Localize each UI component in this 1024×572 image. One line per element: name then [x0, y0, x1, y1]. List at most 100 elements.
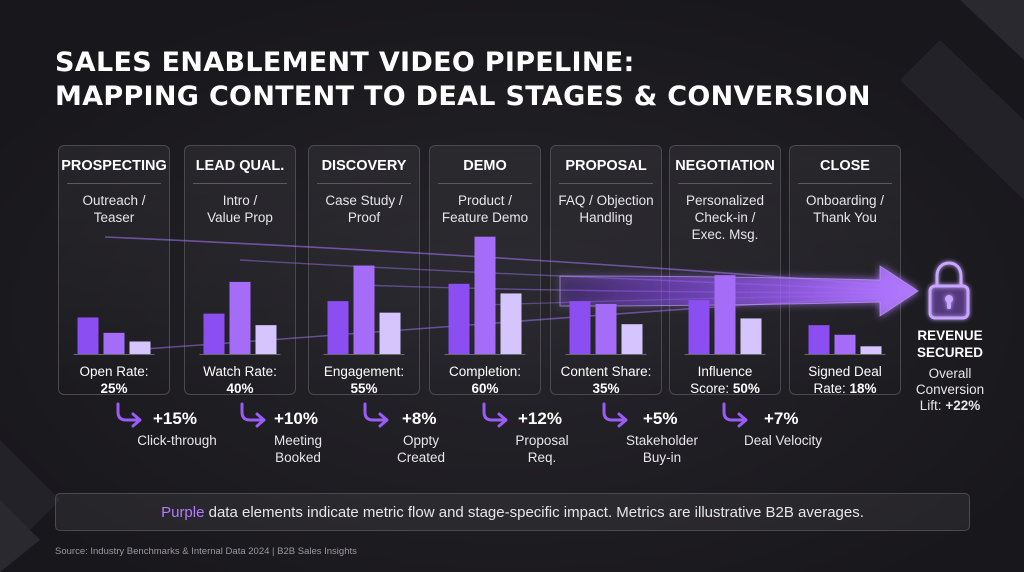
stage-divider	[317, 183, 411, 184]
stage-title: DISCOVERY	[321, 158, 407, 174]
title-line-2: MAPPING CONTENT TO DEAL STAGES & CONVERS…	[55, 81, 871, 112]
bar-prospecting-2	[103, 332, 125, 354]
lift-arrow-head-icon	[255, 412, 266, 428]
page-title: SALES ENABLEMENT VIDEO PIPELINE: MAPPING…	[55, 46, 871, 114]
bar-lead-qual--2	[229, 281, 251, 354]
lock-icon	[926, 260, 972, 327]
bar-negotiation-2	[714, 275, 736, 354]
stage-divider	[678, 183, 772, 184]
lift-value: +15%	[153, 409, 197, 428]
lift-arrow-icon	[602, 402, 626, 422]
stage-title: CLOSE	[820, 158, 870, 174]
lift-arrow-icon	[482, 402, 506, 422]
bar-demo-3	[500, 293, 522, 354]
metric-label: Content Share:	[560, 364, 652, 379]
stage-divider	[67, 183, 161, 184]
lift-label: Deal Velocity	[743, 433, 823, 448]
lift-label: Oppty Created	[396, 433, 446, 465]
metric-value: 25%	[100, 381, 128, 396]
metric-value: 35%	[592, 381, 620, 396]
metric-label: Signed Deal Rate:	[808, 364, 882, 396]
title-line-1: SALES ENABLEMENT VIDEO PIPELINE:	[55, 47, 635, 78]
stage-content-type: Personalized Check-in / Exec. Msg.	[685, 193, 765, 242]
lift-value: +7%	[764, 409, 799, 428]
stage-content-type: FAQ / Objection Handling	[558, 193, 654, 225]
bar-discovery-3	[379, 312, 401, 354]
bar-demo-1	[448, 283, 470, 354]
stage-divider	[438, 183, 532, 184]
stage-title: LEAD QUAL.	[195, 158, 285, 174]
bar-proposal-1	[569, 301, 591, 354]
lift-arrow-icon	[116, 402, 140, 422]
stage-panel-prospecting: PROSPECTING Outreach / Teaser	[58, 145, 170, 395]
stage-title: PROPOSAL	[565, 158, 647, 174]
lift-arrow-head-icon	[737, 412, 748, 428]
stage-metric: Signed Deal Rate: 18%	[789, 363, 901, 397]
metric-label: Engagement:	[323, 364, 405, 379]
metric-label: Open Rate:	[79, 364, 149, 379]
metric-label: Influence Score:	[690, 364, 753, 396]
stage-content-type: Onboarding / Thank You	[805, 193, 885, 225]
revenue-lift: Overall Conversion Lift: +22%	[900, 366, 1000, 414]
lift-arrow-head-icon	[617, 412, 628, 428]
footer-accent-word: Purple	[161, 504, 205, 521]
bar-negotiation-3	[740, 318, 762, 354]
stage-bars	[77, 236, 882, 354]
metric-label: Watch Rate:	[203, 364, 277, 379]
stage-metric: Completion: 60%	[429, 363, 541, 397]
stage-content-type: Product / Feature Demo	[441, 193, 529, 225]
lift-arrow-icon	[722, 402, 746, 422]
metric-value: 55%	[350, 381, 378, 396]
metric-label: Completion:	[448, 364, 522, 379]
source-note: Source: Industry Benchmarks & Internal D…	[55, 546, 357, 557]
lift-label: Stakeholder Buy-in	[625, 433, 699, 465]
bar-proposal-3	[621, 324, 643, 354]
stage-content-type: Case Study / Proof	[325, 193, 403, 225]
stage-title: NEGOTIATION	[675, 158, 775, 174]
stage-title: DEMO	[463, 158, 507, 174]
lift-value: +5%	[643, 409, 678, 428]
bar-discovery-1	[327, 301, 349, 354]
stage-divider	[559, 183, 653, 184]
bar-prospecting-3	[129, 341, 151, 354]
bar-proposal-2	[595, 304, 617, 354]
stage-metric: Influence Score: 50%	[669, 363, 781, 397]
lift-arrow-head-icon	[378, 412, 389, 428]
lift-value: +12%	[518, 409, 562, 428]
revenue-lift-value: +22%	[945, 398, 981, 413]
bar-lead-qual--1	[203, 313, 225, 354]
bar-prospecting-1	[77, 317, 99, 354]
revenue-title: REVENUE SECURED	[916, 328, 983, 360]
stage-metric: Watch Rate: 40%	[184, 363, 296, 397]
stage-title: PROSPECTING	[61, 158, 167, 174]
stage-metric: Engagement: 55%	[308, 363, 420, 397]
lift-value: +8%	[402, 409, 437, 428]
metric-value: 40%	[226, 381, 254, 396]
bar-negotiation-1	[688, 300, 710, 354]
lift-label: Proposal Req.	[515, 433, 569, 465]
bar-lead-qual--3	[255, 325, 277, 354]
footer-text: data elements indicate metric flow and s…	[204, 504, 864, 521]
stage-content-type: Outreach / Teaser	[82, 193, 146, 225]
metric-value: 50%	[732, 381, 760, 396]
stage-metric: Content Share: 35%	[550, 363, 662, 397]
footer-note: Purple data elements indicate metric flo…	[55, 493, 970, 531]
revenue-lift-label: Overall Conversion Lift:	[915, 366, 985, 413]
metric-value: 60%	[471, 381, 499, 396]
bar-discovery-2	[353, 265, 375, 354]
stage-content-type: Intro / Value Prop	[207, 193, 273, 225]
stage-metric: Open Rate: 25%	[58, 363, 170, 397]
lift-arrow-head-icon	[497, 412, 508, 428]
bar-close-1	[808, 325, 830, 354]
lift-label: Meeting Booked	[273, 433, 323, 465]
bar-demo-2	[474, 236, 496, 354]
bar-close-3	[860, 346, 882, 354]
stage-divider	[798, 183, 892, 184]
lift-arrow-head-icon	[131, 412, 142, 428]
flow-arrow-body	[559, 265, 919, 317]
lift-arrow-icon	[240, 402, 264, 422]
stage-divider	[193, 183, 287, 184]
metric-value: 18%	[849, 381, 877, 396]
lift-arrow-icon	[363, 402, 387, 422]
